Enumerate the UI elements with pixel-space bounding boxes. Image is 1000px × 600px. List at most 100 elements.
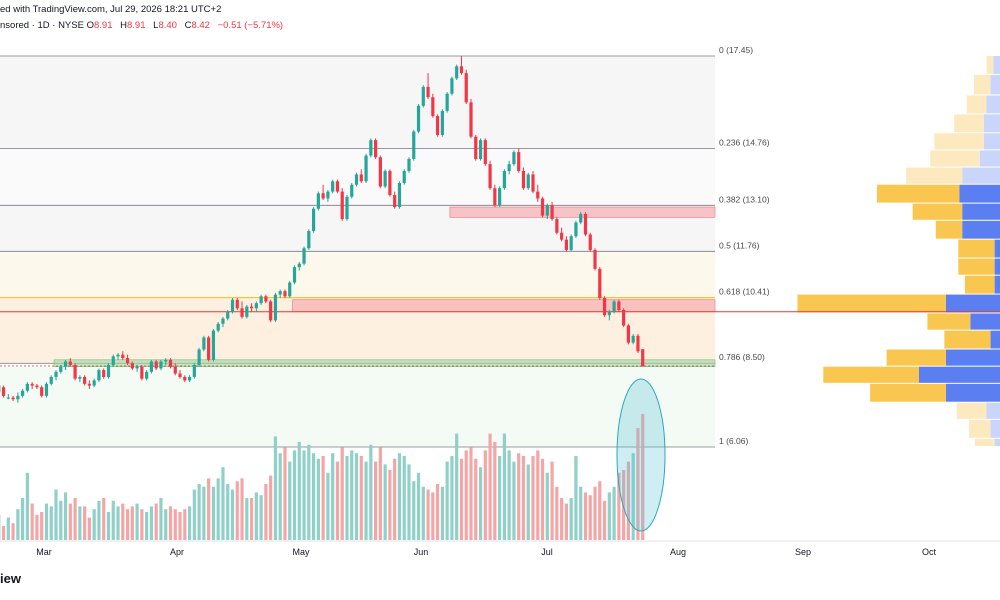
candle[interactable]	[192, 363, 196, 379]
candle[interactable]	[426, 73, 430, 99]
candle[interactable]	[607, 310, 611, 321]
candle[interactable]	[374, 138, 378, 159]
candle[interactable]	[502, 169, 506, 190]
candle[interactable]	[97, 368, 101, 383]
candle[interactable]	[145, 370, 149, 381]
candle[interactable]	[54, 370, 58, 381]
candle[interactable]	[11, 395, 15, 401]
candle[interactable]	[593, 248, 597, 271]
candle[interactable]	[149, 359, 154, 374]
candle[interactable]	[536, 184, 540, 202]
candle[interactable]	[545, 203, 549, 220]
candle[interactable]	[493, 184, 497, 208]
candle[interactable]	[488, 160, 492, 190]
candle[interactable]	[116, 352, 120, 360]
candle[interactable]	[178, 370, 182, 379]
candle[interactable]	[121, 351, 125, 360]
candle[interactable]	[83, 375, 87, 386]
candle[interactable]	[44, 382, 49, 398]
candle[interactable]	[517, 148, 521, 173]
candle[interactable]	[397, 181, 402, 209]
candle[interactable]	[483, 138, 487, 166]
candle[interactable]	[40, 385, 44, 398]
candle[interactable]	[235, 298, 239, 311]
candle[interactable]	[135, 364, 139, 372]
candle[interactable]	[364, 153, 368, 184]
candle[interactable]	[378, 155, 382, 189]
candle[interactable]	[331, 179, 335, 194]
candle[interactable]	[555, 217, 559, 235]
candle[interactable]	[626, 323, 631, 345]
candle[interactable]	[574, 220, 578, 238]
candle[interactable]	[25, 382, 29, 393]
candle[interactable]	[202, 335, 206, 352]
candle[interactable]	[87, 380, 91, 389]
candle[interactable]	[211, 328, 216, 362]
candle[interactable]	[159, 359, 163, 371]
candle[interactable]	[540, 196, 545, 218]
candle[interactable]	[140, 364, 144, 381]
candle[interactable]	[173, 363, 177, 376]
candle[interactable]	[125, 354, 130, 365]
candle[interactable]	[278, 289, 282, 299]
candle[interactable]	[92, 378, 96, 388]
candle[interactable]	[393, 191, 397, 209]
candle[interactable]	[283, 289, 287, 299]
candle[interactable]	[564, 236, 568, 252]
candle[interactable]	[421, 85, 425, 108]
candle[interactable]	[412, 129, 416, 161]
candle[interactable]	[445, 92, 449, 113]
candle[interactable]	[383, 169, 387, 189]
candle[interactable]	[226, 310, 230, 321]
candle[interactable]	[335, 179, 340, 194]
candle[interactable]	[612, 299, 616, 314]
candle[interactable]	[207, 335, 211, 362]
candle[interactable]	[316, 191, 320, 211]
candle[interactable]	[416, 104, 421, 134]
candle[interactable]	[617, 299, 621, 312]
candle[interactable]	[59, 364, 63, 374]
candle[interactable]	[526, 172, 530, 190]
candle[interactable]	[498, 186, 502, 208]
candle[interactable]	[102, 368, 106, 379]
candle[interactable]	[164, 358, 168, 365]
candle[interactable]	[622, 308, 626, 328]
candle[interactable]	[321, 184, 325, 201]
candle[interactable]	[78, 375, 82, 383]
candle[interactable]	[68, 358, 72, 367]
candle[interactable]	[436, 114, 440, 137]
candle[interactable]	[641, 349, 645, 367]
candle[interactable]	[326, 189, 330, 202]
candle[interactable]	[450, 76, 454, 96]
candle[interactable]	[521, 167, 526, 190]
candle[interactable]	[583, 212, 588, 237]
candle[interactable]	[249, 303, 254, 312]
candle[interactable]	[30, 382, 34, 389]
candle[interactable]	[402, 169, 406, 185]
candle[interactable]	[269, 299, 273, 323]
candle[interactable]	[6, 394, 10, 400]
candle[interactable]	[345, 195, 349, 221]
candle[interactable]	[111, 354, 115, 367]
candle[interactable]	[598, 267, 602, 300]
candle[interactable]	[350, 183, 354, 199]
candle[interactable]	[440, 109, 444, 137]
candle[interactable]	[288, 280, 292, 299]
candle[interactable]	[183, 375, 187, 383]
candle[interactable]	[197, 347, 201, 367]
candle[interactable]	[16, 392, 20, 403]
candle[interactable]	[168, 358, 173, 369]
candle[interactable]	[550, 201, 554, 221]
candle[interactable]	[407, 157, 411, 173]
candle[interactable]	[602, 296, 607, 317]
candle[interactable]	[230, 298, 235, 314]
candle[interactable]	[469, 98, 473, 139]
candles[interactable]	[0, 56, 645, 403]
candle[interactable]	[455, 64, 459, 81]
candle[interactable]	[221, 316, 225, 328]
candle[interactable]	[569, 234, 573, 252]
candle[interactable]	[187, 375, 192, 383]
candle[interactable]	[560, 227, 564, 242]
candle[interactable]	[106, 363, 111, 379]
candle[interactable]	[340, 188, 344, 221]
